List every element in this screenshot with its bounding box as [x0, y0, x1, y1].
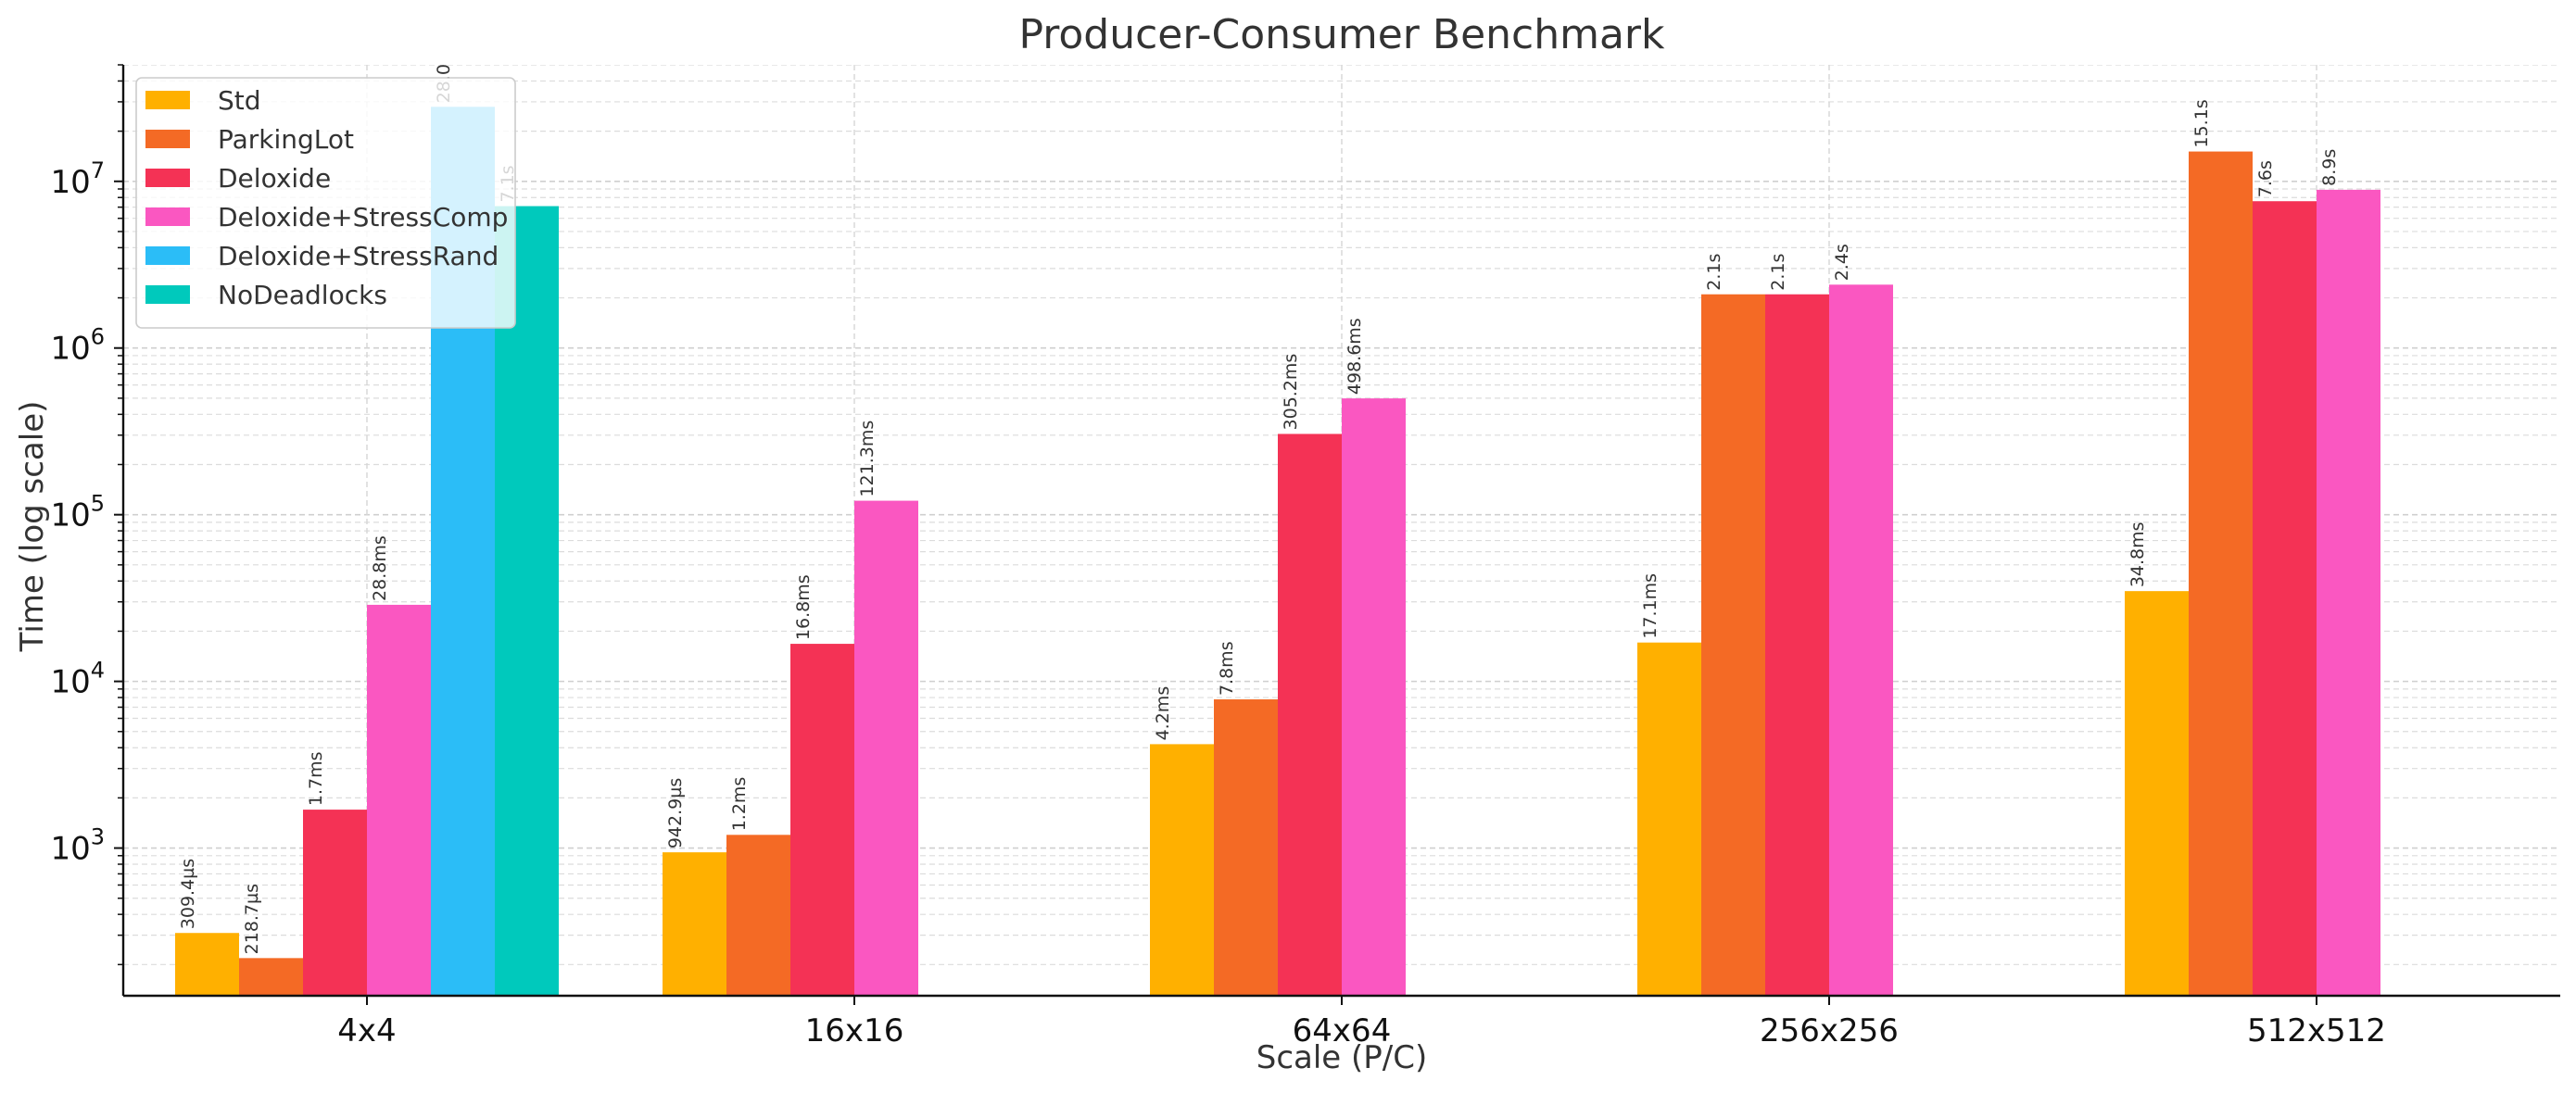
y-tick-base: 10 [50, 164, 90, 201]
bar [1765, 294, 1829, 996]
y-tick-label: 103 [50, 824, 105, 868]
y-tick-base: 10 [50, 497, 90, 534]
bar [1829, 284, 1893, 996]
bar [367, 604, 431, 996]
legend-swatch [145, 169, 190, 187]
bar [1342, 398, 1406, 996]
bar-value-label: 498.6ms [1345, 318, 1365, 395]
bar-value-label: 8.9s [2319, 149, 2340, 186]
bar-value-label: 2.1s [1704, 254, 1724, 291]
x-tick-label: 4x4 [337, 1012, 396, 1049]
y-tick-label: 104 [50, 658, 105, 701]
bar [2189, 151, 2253, 996]
y-tick-label: 107 [50, 157, 105, 201]
bar-value-label: 1.7ms [306, 751, 326, 806]
bar [2125, 591, 2189, 996]
bar [1701, 294, 1765, 996]
y-tick-exponent: 7 [91, 157, 105, 183]
bar [1150, 744, 1214, 996]
legend-entry: NoDeadlocks [218, 280, 387, 310]
bar [1214, 699, 1278, 996]
bar [790, 644, 854, 996]
y-tick-exponent: 4 [91, 658, 105, 684]
bar-value-label: 4.2ms [1153, 686, 1173, 741]
legend-swatch [145, 246, 190, 265]
bar [854, 500, 918, 996]
bar-value-label: 218.7µs [242, 884, 262, 954]
bar [2317, 189, 2380, 996]
legend-swatch [145, 91, 190, 109]
bar [1278, 433, 1342, 996]
bar [303, 810, 367, 996]
y-tick-base: 10 [50, 664, 90, 701]
bar-value-label: 305.2ms [1281, 354, 1301, 431]
y-tick-label: 105 [50, 491, 105, 534]
legend-entry: Std [218, 85, 261, 116]
x-tick-label: 64x64 [1293, 1012, 1392, 1049]
legend: Std ParkingLot Deloxide Deloxide+StressComp… [135, 77, 516, 329]
legend-swatch [145, 130, 190, 148]
bar [495, 206, 559, 996]
bar-value-label: 942.9µs [665, 778, 686, 848]
legend-entry: Deloxide+StressRand [218, 241, 499, 271]
bar-value-label: 121.3ms [857, 421, 878, 497]
y-axis-label: Time (log scale) [14, 401, 51, 653]
bar [726, 835, 790, 996]
bar [2253, 201, 2317, 996]
bar [239, 958, 303, 996]
bar [175, 933, 239, 996]
legend-box [135, 77, 516, 329]
y-tick-base: 10 [50, 331, 90, 368]
bar-value-label: 7.6s [2255, 160, 2276, 197]
bar-value-label: 16.8ms [793, 574, 814, 640]
x-axis-label: Scale (P/C) [1256, 1039, 1428, 1076]
bar-value-labels: 309.4µs218.7µs1.7ms28.8ms28.0s7.1s942.9µ… [178, 65, 2340, 954]
legend-entry: Deloxide+StressComp [218, 202, 508, 232]
bar-value-label: 34.8ms [2128, 521, 2148, 587]
legend-entry: Deloxide [218, 163, 331, 194]
x-tick-label: 16x16 [805, 1012, 904, 1049]
bar-value-label: 1.2ms [729, 777, 750, 832]
bar-value-label: 17.1ms [1640, 573, 1661, 639]
x-tick-label: 256x256 [1760, 1012, 1899, 1049]
legend-swatch [145, 285, 190, 304]
bar-value-label: 15.1s [2191, 99, 2212, 147]
bar-value-label: 2.1s [1768, 254, 1788, 291]
y-tick-exponent: 5 [91, 491, 105, 517]
y-tick-label: 106 [50, 324, 105, 368]
x-tick-label: 512x512 [2247, 1012, 2386, 1049]
y-tick-base: 10 [50, 831, 90, 868]
y-tick-exponent: 3 [91, 824, 105, 850]
bar-value-label: 28.8ms [370, 535, 390, 601]
chart-title: Producer-Consumer Benchmark [1019, 11, 1666, 58]
bar [663, 852, 726, 996]
legend-entry: ParkingLot [218, 124, 354, 155]
bar-value-label: 7.8ms [1217, 641, 1237, 696]
bar [1637, 642, 1701, 996]
bar-value-label: 2.4s [1832, 244, 1852, 281]
legend-swatch [145, 207, 190, 226]
bar-value-label: 309.4µs [178, 859, 198, 929]
y-tick-exponent: 6 [91, 324, 105, 350]
